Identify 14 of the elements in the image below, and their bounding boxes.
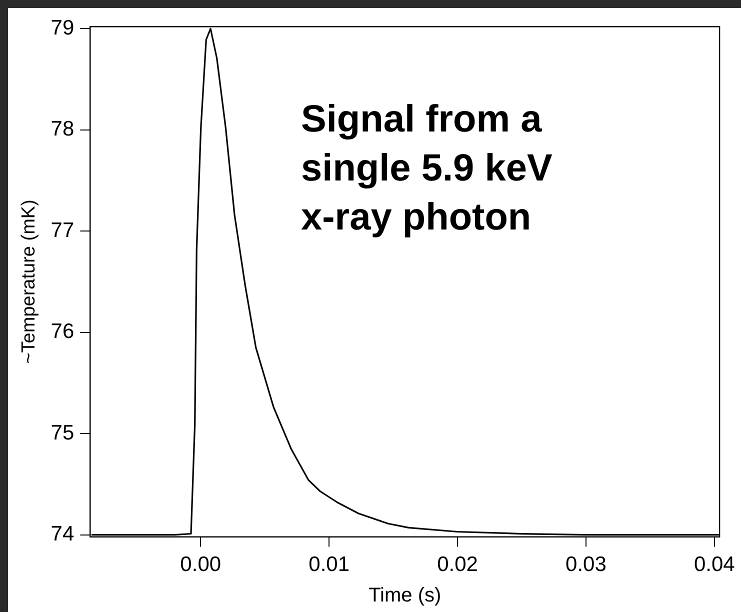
x-tick-label: 0.02 (437, 553, 478, 576)
x-tick-label: 0.01 (308, 553, 350, 576)
x-tick-label: 0.00 (180, 553, 222, 576)
y-tick-label: 77 (50, 218, 74, 242)
x-tick-label: 0.04 (694, 553, 736, 576)
y-tick-label: 79 (50, 16, 74, 40)
x-tick-label: 0.03 (566, 553, 606, 576)
y-tick-label: 74 (50, 522, 74, 546)
y-axis-title: ~Temperature (mK) (18, 200, 40, 364)
y-tick-label: 78 (50, 118, 74, 141)
x-axis-title: Time (s) (368, 584, 442, 607)
y-tick-label: 76 (50, 320, 74, 344)
y-tick-label: 75 (50, 421, 74, 444)
annotation: Signal from a single 5.9 keV x-ray photon (301, 98, 554, 239)
